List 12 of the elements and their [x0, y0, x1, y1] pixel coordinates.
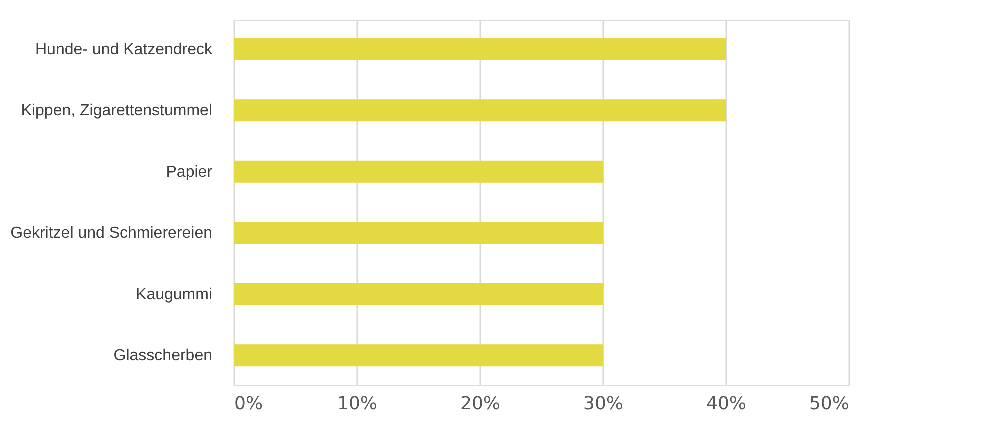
y-tick-label: Kaugummi: [136, 286, 212, 304]
x-tick-label: 10%: [337, 394, 378, 414]
x-tick-label: 0%: [234, 394, 264, 414]
x-tick-label: 30%: [583, 394, 624, 414]
y-tick-label: Kippen, Zigarettenstummel: [21, 102, 212, 120]
y-tick-label: Glasscherben: [114, 348, 212, 365]
y-tick-label: Papier: [166, 164, 214, 181]
x-tick-label: 20%: [460, 394, 501, 414]
y-tick-label: Gekritzel und Schmierereien: [10, 225, 212, 242]
x-tick-label: 50%: [809, 394, 850, 414]
y-tick-label: Hunde- und Katzendreck: [36, 41, 214, 58]
x-tick-label: 40%: [706, 394, 747, 414]
